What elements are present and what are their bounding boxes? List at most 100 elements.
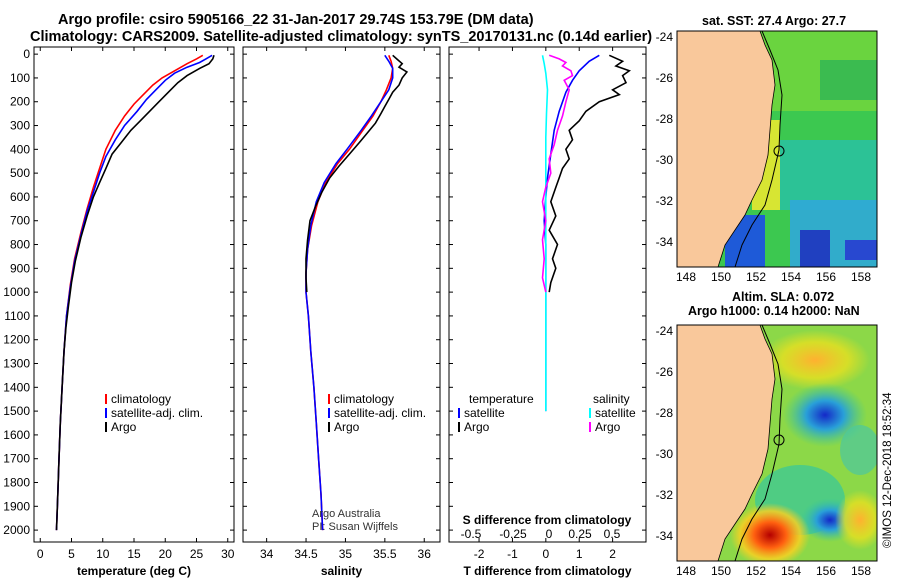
- sst-cold-patch: [845, 240, 877, 260]
- sst-map-frame: [676, 30, 878, 268]
- x-axis-label: salinity: [321, 564, 363, 578]
- x-tick-label: 34: [260, 547, 274, 561]
- x-tick-label: 36: [418, 547, 432, 561]
- y-tick-label: 700: [10, 214, 30, 228]
- y-tick-label: 1800: [3, 476, 30, 490]
- x-tick-label: 0: [37, 547, 44, 561]
- sla-map-frame: [676, 324, 878, 562]
- x-tick-label: 1: [576, 547, 583, 561]
- sst-lat-label: -34: [656, 235, 674, 249]
- sla-float-marker: [773, 434, 785, 446]
- salinity-plot-frame: [242, 46, 441, 543]
- y-tick-label: 1900: [3, 499, 30, 513]
- y-tick-label: 1400: [3, 380, 30, 394]
- x-tick-label: 20: [159, 547, 173, 561]
- x-tick-label: 0: [542, 547, 549, 561]
- sst-lat-label: -28: [656, 112, 674, 126]
- x-tick-label: 34.5: [294, 547, 318, 561]
- sst-lon-label: 158: [851, 270, 871, 284]
- imos-timestamp: ©IMOS 12-Dec-2018 18:52:34: [882, 392, 894, 548]
- y-tick-label: 500: [10, 166, 30, 180]
- sla-lat-label: -28: [656, 406, 674, 420]
- legend-title-temperature: temperature: [469, 392, 534, 406]
- sla-lat-label: -30: [656, 447, 674, 461]
- legend-label: Argo: [464, 420, 490, 434]
- y-tick-label: 1700: [3, 452, 30, 466]
- x-tick-label: 35: [339, 547, 353, 561]
- sst-map-header: sat. SST: 27.4 Argo: 27.7: [702, 14, 847, 28]
- legend-label: satellite: [595, 406, 636, 420]
- credit-line-2: PI: Susan Wijffels: [312, 521, 398, 533]
- y-tick-label: 1100: [4, 309, 30, 323]
- x-tick-label: 35.5: [373, 547, 397, 561]
- title-line-2: Climatology: CARS2009. Satellite-adjuste…: [30, 29, 653, 45]
- sla-lon-label: 150: [711, 564, 731, 578]
- x-axis-label: T difference from climatology: [463, 564, 631, 578]
- sla-lat-label: -32: [656, 488, 674, 502]
- x-tick-label: 15: [127, 547, 141, 561]
- sst-lat-label: -32: [656, 194, 674, 208]
- sst-lon-label: 152: [746, 270, 766, 284]
- y-tick-label: 400: [10, 142, 30, 156]
- sst-lat-label: -30: [656, 153, 674, 167]
- sla-lat-label: -24: [656, 324, 674, 338]
- legend-title-salinity: salinity: [593, 392, 630, 406]
- sla-map-header-2: Argo h1000: 0.14 h2000: NaN: [688, 304, 860, 318]
- y-tick-label: 900: [10, 261, 30, 275]
- sst-lat-label: -24: [656, 30, 674, 44]
- sla-lat-label: -34: [656, 529, 674, 543]
- series-line-argo: [305, 54, 409, 293]
- y-tick-label: 1000: [3, 285, 30, 299]
- sst-lon-label: 154: [781, 270, 801, 284]
- y-tick-label: 0: [23, 47, 30, 61]
- sst-cold-patch: [800, 230, 830, 267]
- legend-label: satellite-adj. clim.: [111, 406, 203, 420]
- sst-lat-label: -26: [656, 71, 674, 85]
- sla-lon-label: 148: [676, 564, 696, 578]
- y-tick-label: 1200: [3, 333, 30, 347]
- s-tick-label: 0: [546, 527, 553, 541]
- legend-label: Argo: [595, 420, 621, 434]
- sst-lon-label: 156: [816, 270, 836, 284]
- y-tick-label: 300: [10, 119, 30, 133]
- legend-label: climatology: [111, 392, 171, 406]
- s-tick-label: 0.5: [604, 527, 621, 541]
- y-tick-label: 1300: [3, 357, 30, 371]
- s-difference-label: S difference from climatology: [463, 513, 632, 527]
- x-tick-label: 2: [609, 547, 616, 561]
- y-tick-label: 200: [10, 95, 30, 109]
- series-line-s-satellite: [541, 55, 549, 412]
- x-axis-label: temperature (deg C): [77, 564, 191, 578]
- y-tick-label: 1600: [3, 428, 30, 442]
- x-tick-label: 30: [221, 547, 235, 561]
- credit-line-1: Argo Australia: [312, 508, 381, 520]
- sla-low: [840, 425, 877, 475]
- sla-map: [677, 325, 877, 561]
- sla-lon-label: 154: [781, 564, 801, 578]
- sla-lat-label: -26: [656, 365, 674, 379]
- series-line-satellite-adj-clim-: [305, 54, 394, 531]
- sla-land: [677, 325, 775, 561]
- sla-high: [760, 330, 870, 390]
- s-tick-label: -0.5: [461, 527, 482, 541]
- legend-label: climatology: [334, 392, 394, 406]
- x-tick-label: -2: [474, 547, 485, 561]
- s-tick-label: -0.25: [499, 527, 527, 541]
- difference-plot-frame: [448, 46, 647, 543]
- sst-map: [677, 31, 877, 267]
- sst-coastline: [717, 31, 776, 267]
- s-tick-label: 0.25: [568, 527, 592, 541]
- y-tick-label: 800: [10, 238, 30, 252]
- temperature-plot-frame: [33, 46, 235, 543]
- x-tick-label: 5: [68, 547, 75, 561]
- sla-lon-label: 152: [746, 564, 766, 578]
- y-tick-label: 1500: [3, 404, 30, 418]
- sla-high: [835, 490, 877, 550]
- sst-land: [677, 31, 775, 267]
- sst-lon-label: 150: [711, 270, 731, 284]
- sla-high: [730, 503, 810, 561]
- sst-patch: [820, 60, 877, 100]
- sla-lon-label: 158: [851, 564, 871, 578]
- sst-lon-label: 148: [676, 270, 696, 284]
